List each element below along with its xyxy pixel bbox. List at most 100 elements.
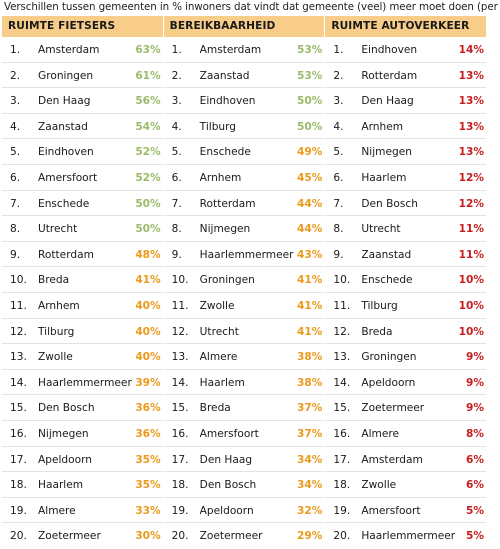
- municipality-name: Enschede: [199, 146, 251, 159]
- percentage-value: 50%: [296, 120, 323, 133]
- table-row: 3. Den Haag 13%: [325, 88, 487, 114]
- column-bereikbaarheid: BEREIKBAARHEID 1. Amsterdam 53% 2. Zaanstad 5…: [163, 16, 325, 549]
- percentage-value: 11%: [458, 248, 485, 261]
- table-row: 5. Enschede 49%: [163, 139, 325, 165]
- rank-number: 1.: [10, 44, 21, 56]
- column-rows: 1. Amsterdam 63% 2. Groningen 61% 3. Den Haag 56…: [2, 37, 163, 549]
- table-row: 3. Eindhoven 50%: [163, 88, 325, 114]
- rank-number: 15.: [171, 402, 189, 415]
- percentage-value: 37%: [296, 427, 323, 440]
- percentage-value: 34%: [296, 453, 323, 466]
- rank-number: 11.: [333, 299, 351, 312]
- percentage-value: 52%: [135, 146, 161, 159]
- percentage-value: 5%: [466, 530, 485, 543]
- rank-number: 5.: [333, 146, 344, 159]
- rank-number: 10.: [333, 274, 351, 287]
- rank-number: 14.: [10, 376, 27, 389]
- municipality-name: Zoetermeer: [199, 530, 263, 543]
- rank-number: 17.: [171, 453, 189, 466]
- rank-number: 7.: [333, 197, 344, 210]
- rank-number: 4.: [171, 120, 182, 133]
- percentage-value: 10%: [458, 299, 485, 312]
- table-row: 1. Eindhoven 14%: [325, 37, 487, 63]
- municipality-name: Den Bosch: [361, 197, 418, 210]
- municipality-name: Zaanstad: [38, 120, 88, 133]
- rank-number: 10.: [10, 274, 27, 287]
- rank-number: 17.: [10, 453, 27, 466]
- rank-number: 8.: [10, 223, 21, 236]
- percentage-value: 9%: [466, 376, 485, 389]
- percentage-value: 38%: [296, 351, 323, 364]
- table-row: 2. Rotterdam 13%: [325, 63, 487, 89]
- table-row: 17. Den Haag 34%: [163, 447, 325, 473]
- rank-number: 19.: [333, 504, 351, 517]
- rank-number: 11.: [10, 299, 27, 312]
- percentage-value: 14%: [458, 44, 485, 56]
- rank-number: 4.: [333, 120, 344, 133]
- column-header: RUIMTE AUTOVERKEER: [325, 16, 487, 37]
- table-row: 7. Enschede 50%: [2, 191, 163, 217]
- rank-number: 5.: [10, 146, 21, 159]
- rank-number: 3.: [171, 95, 182, 108]
- rank-number: 9.: [10, 248, 21, 261]
- municipality-name: Amersfoort: [38, 171, 98, 184]
- table-row: 8. Utrecht 11%: [325, 216, 487, 242]
- percentage-value: 34%: [296, 479, 323, 492]
- percentage-value: 63%: [135, 44, 161, 56]
- percentage-value: 8%: [466, 427, 485, 440]
- table-row: 19. Apeldoorn 32%: [163, 498, 325, 524]
- table-row: 9. Zaanstad 11%: [325, 242, 487, 268]
- rank-number: 7.: [171, 197, 182, 210]
- municipality-name: Tilburg: [361, 299, 398, 312]
- percentage-value: 13%: [458, 120, 485, 133]
- municipality-name: Zwolle: [361, 479, 397, 492]
- column-ruimte-fietsers: RUIMTE FIETSERS 1. Amsterdam 63% 2. Groninge…: [2, 16, 163, 549]
- municipality-name: Den Haag: [361, 95, 414, 108]
- municipality-name: Amsterdam: [361, 453, 423, 466]
- municipality-name: Groningen: [38, 69, 94, 82]
- table-row: 1. Amsterdam 53%: [163, 37, 325, 63]
- table-row: 6. Haarlem 12%: [325, 165, 487, 191]
- percentage-value: 50%: [296, 95, 323, 108]
- municipality-name: Amersfoort: [361, 504, 421, 517]
- table-row: 1. Amsterdam 63%: [2, 37, 163, 63]
- rank-number: 8.: [171, 223, 182, 236]
- column-rows: 1. Eindhoven 14% 2. Rotterdam 13% 3. Den Haag 13…: [325, 37, 487, 549]
- rank-number: 18.: [333, 479, 351, 492]
- municipality-name: Haarlem: [199, 376, 245, 389]
- rank-number: 18.: [171, 479, 189, 492]
- table-row: 10. Enschede 10%: [325, 267, 487, 293]
- percentage-value: 56%: [135, 95, 161, 108]
- percentage-value: 41%: [296, 274, 323, 287]
- rank-number: 18.: [10, 479, 27, 492]
- municipality-name: Den Haag: [199, 453, 253, 466]
- percentage-value: 53%: [296, 69, 323, 82]
- table-row: 10. Groningen 41%: [163, 267, 325, 293]
- municipality-name: Apeldoorn: [199, 504, 254, 517]
- municipality-name: Eindhoven: [38, 146, 94, 159]
- percentage-value: 61%: [135, 69, 161, 82]
- ranking-table: RUIMTE FIETSERS 1. Amsterdam 63% 2. Groninge…: [2, 16, 487, 549]
- percentage-value: 36%: [135, 427, 161, 440]
- rank-number: 6.: [10, 171, 21, 184]
- percentage-value: 32%: [296, 504, 323, 517]
- percentage-value: 45%: [296, 171, 323, 184]
- municipality-name: Den Haag: [38, 95, 91, 108]
- table-row: 7. Rotterdam 44%: [163, 191, 325, 217]
- table-row: 15. Zoetermeer 9%: [325, 395, 487, 421]
- table-row: 10. Breda 41%: [2, 267, 163, 293]
- percentage-value: 30%: [135, 530, 161, 543]
- municipality-name: Zwolle: [38, 351, 73, 364]
- percentage-value: 13%: [458, 69, 485, 82]
- percentage-value: 35%: [135, 479, 161, 492]
- table-row: 6. Arnhem 45%: [163, 165, 325, 191]
- percentage-value: 39%: [135, 376, 161, 389]
- municipality-name: Haarlem: [361, 171, 407, 184]
- rank-number: 3.: [10, 95, 21, 108]
- column-header: BEREIKBAARHEID: [163, 16, 325, 37]
- municipality-name: Eindhoven: [361, 44, 418, 56]
- municipality-name: Haarlemmermeer: [361, 530, 456, 543]
- percentage-value: 29%: [296, 530, 323, 543]
- table-row: 13. Zwolle 40%: [2, 344, 163, 370]
- municipality-name: Enschede: [361, 274, 413, 287]
